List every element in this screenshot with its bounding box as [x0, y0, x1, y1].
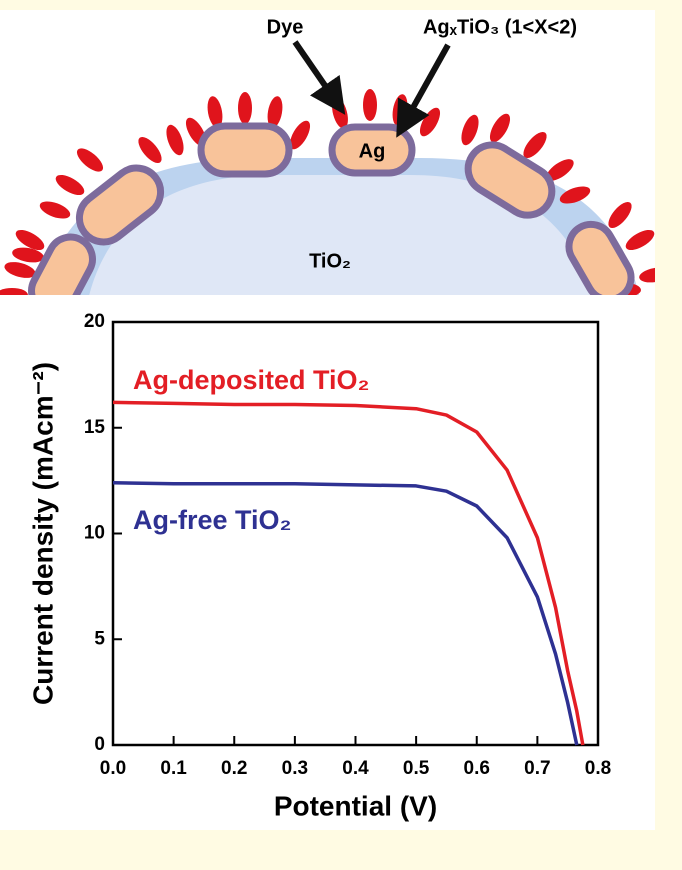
diagram: Dye AgₓTiO₃ (1<X<2) Ag TiO₂	[0, 16, 655, 295]
x-tick-label: 0.6	[464, 758, 490, 779]
dye-molecule	[625, 229, 655, 251]
dye-molecule	[4, 262, 36, 278]
dye-molecule	[289, 120, 311, 150]
x-tick-label: 0.4	[342, 758, 369, 779]
ag-label: Ag	[359, 140, 386, 162]
dye-molecule	[267, 96, 283, 128]
ag-particle	[28, 233, 96, 295]
dye-molecule	[608, 201, 632, 229]
ag-particle	[75, 164, 165, 246]
dye-molecule	[39, 201, 71, 219]
y-tick-label: 20	[84, 311, 105, 332]
dye-molecule	[76, 148, 104, 172]
dye-molecule	[489, 113, 511, 143]
series-line	[112, 480, 579, 746]
dye-molecule	[55, 174, 85, 196]
dye-molecule	[363, 89, 377, 121]
x-axis-title: Potential (V)	[274, 790, 437, 821]
dye-molecule	[639, 267, 655, 283]
dye-molecule	[559, 186, 591, 204]
legend-label: Ag-deposited TiO₂	[133, 365, 370, 395]
dye-label: Dye	[267, 16, 304, 38]
x-tick-label: 0.2	[221, 758, 247, 779]
x-tick-label: 0.7	[524, 758, 550, 779]
x-tick-label: 0.5	[403, 758, 430, 779]
x-tick-label: 0.3	[282, 758, 308, 779]
shell-label: AgₓTiO₃ (1<X<2)	[423, 16, 577, 38]
x-tick-label: 0.1	[160, 758, 187, 779]
legend-label: Ag-free TiO₂	[133, 505, 292, 535]
y-tick-label: 5	[94, 628, 105, 649]
dye-molecule	[0, 288, 28, 295]
dye-molecule	[15, 229, 45, 251]
arrow	[292, 40, 346, 115]
y-tick-label: 0	[94, 734, 105, 755]
y-axis-title: Current density (mAcm⁻²)	[27, 362, 58, 705]
y-tick-label: 10	[84, 523, 105, 544]
dye-molecule	[166, 124, 184, 156]
dye-molecule	[238, 92, 252, 124]
series-line	[112, 400, 585, 746]
y-tick-label: 15	[84, 417, 106, 438]
tio2-label: TiO₂	[309, 250, 351, 272]
panel	[0, 10, 655, 830]
dye-molecule	[138, 136, 162, 164]
x-tick-label: 0.8	[585, 758, 611, 779]
dye-molecule	[523, 131, 547, 159]
ag-particle	[464, 141, 556, 219]
dye-molecule	[207, 96, 223, 128]
ag-particle	[328, 123, 416, 177]
tio2-core	[89, 175, 594, 295]
ag-particle	[197, 122, 293, 178]
x-tick-label: 0.0	[100, 758, 126, 779]
arrow	[396, 43, 451, 138]
dye-molecule	[546, 159, 574, 181]
ag-particle	[565, 220, 635, 295]
dye-molecule	[461, 114, 479, 146]
dye-molecule	[12, 247, 44, 263]
chart: 0 5 10 15 20 0.0 0.1 0.2 0.3 0.4 0.5 0.6 0.7 0.8 Poten…	[27, 311, 611, 821]
